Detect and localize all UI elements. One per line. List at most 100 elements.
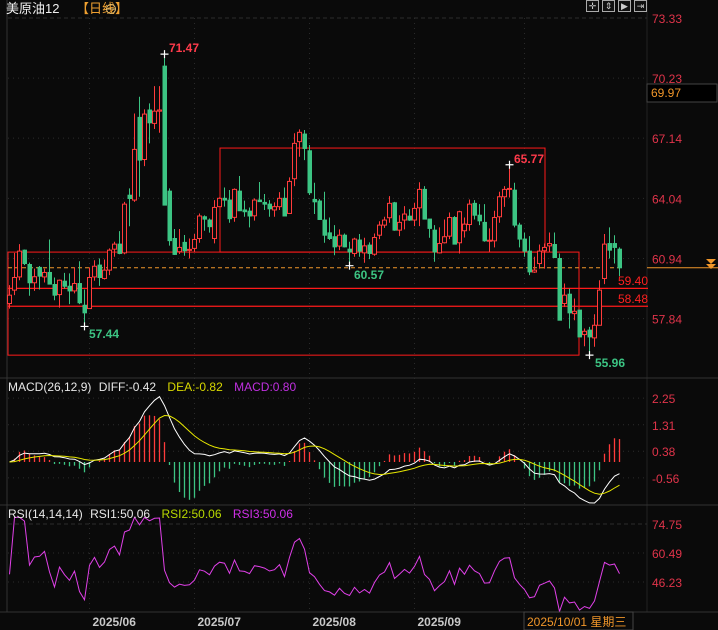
circle-minus-icon[interactable]: [106, 4, 116, 14]
candle: [267, 200, 272, 217]
candle-body: [342, 234, 347, 248]
candle-body: [602, 243, 607, 279]
candle-body: [432, 229, 437, 253]
candle-body: [167, 190, 172, 242]
candle-body: [322, 219, 327, 236]
fit-vertical-icon[interactable]: ⇕: [602, 0, 615, 12]
rsi-title: RSI(14,14,14): [8, 507, 83, 521]
candle: [442, 219, 447, 244]
low-annotation-oct: 55.96: [595, 356, 625, 370]
rsi-line: [9, 516, 620, 614]
candle: [287, 177, 292, 214]
candle-body: [312, 198, 317, 203]
candle: [37, 266, 42, 290]
candle: [237, 175, 242, 212]
line-label-a: 59.40: [618, 274, 648, 288]
cursor-price-box: [646, 83, 718, 103]
rsi3-legend: RSI3:50.06: [233, 507, 293, 521]
candle-body: [207, 219, 212, 228]
candle-body: [177, 246, 182, 253]
candle: [47, 239, 52, 285]
candle: [32, 268, 37, 291]
candle-body: [127, 194, 132, 200]
extreme-marker-icon: [80, 322, 89, 331]
candle-body: [582, 330, 587, 336]
candle-body: [227, 199, 232, 220]
candle-body: [492, 217, 497, 242]
candle-body: [112, 243, 117, 250]
candle-body: [242, 209, 247, 213]
candle-body: [527, 250, 532, 273]
candle-body: [107, 249, 112, 271]
candle-body: [357, 239, 362, 252]
candle: [42, 268, 47, 283]
candle-body: [327, 232, 332, 239]
grid: [8, 17, 647, 612]
candle: [132, 113, 137, 202]
candle-body: [87, 277, 92, 310]
candle-body: [442, 236, 447, 244]
macd-tick-label: -0.56: [652, 472, 680, 486]
candle: [262, 194, 267, 210]
candle: [92, 260, 97, 281]
scroll-to-end-icon[interactable]: ⇥: [634, 0, 647, 12]
candle: [277, 192, 282, 210]
candle-body: [7, 294, 12, 305]
candle: [147, 103, 152, 144]
candle-body: [202, 216, 207, 220]
candle-body: [262, 201, 267, 205]
candle: [207, 218, 212, 233]
candle-body: [517, 224, 522, 240]
candle-body: [172, 237, 177, 255]
candle: [312, 182, 317, 215]
candle-body: [302, 133, 307, 149]
candle-body: [317, 200, 322, 220]
candle: [352, 237, 357, 257]
play-right-icon[interactable]: ▶: [618, 0, 631, 12]
macd-panel: [9, 395, 621, 504]
candle: [447, 212, 452, 240]
low-annotation-may: 57.44: [89, 327, 119, 341]
candle-body: [22, 249, 27, 265]
candle-body: [377, 224, 382, 236]
dea-line: [9, 414, 620, 495]
candle: [162, 54, 167, 206]
candle: [457, 210, 462, 254]
rsi2-legend: RSI2:50.06: [161, 507, 221, 521]
extreme-marker-icon: [345, 261, 354, 270]
candle: [587, 326, 592, 356]
candle: [227, 189, 232, 223]
cursor-price: 69.97: [651, 86, 681, 100]
candle: [107, 248, 112, 276]
period-label[interactable]: 【日线】: [76, 1, 128, 16]
candle: [202, 215, 207, 231]
candle-body: [502, 188, 507, 198]
candle: [582, 328, 587, 347]
candle-body: [462, 223, 467, 232]
candle-body: [77, 283, 82, 304]
candle: [292, 133, 297, 187]
candle: [17, 244, 22, 281]
candle: [142, 109, 147, 167]
candle: [252, 198, 257, 221]
candle: [282, 187, 287, 217]
candle-body: [457, 211, 462, 244]
candle: [602, 234, 607, 285]
candle-body: [277, 197, 282, 208]
candle: [342, 233, 347, 248]
candle: [592, 314, 597, 347]
candle-body: [257, 199, 262, 203]
candle-body: [587, 329, 592, 338]
candle-body: [617, 248, 622, 269]
candle-body: [397, 221, 402, 231]
candle: [422, 186, 427, 220]
candle: [187, 238, 192, 259]
candle-body: [337, 234, 342, 247]
crosshair-icon[interactable]: ✛: [586, 0, 599, 12]
macd-legend: MACD(26,12,9) DIFF:-0.42 DEA:-0.82 MACD:…: [8, 380, 296, 394]
candle-body: [542, 246, 547, 252]
candle: [597, 280, 602, 326]
candle-body: [292, 142, 297, 180]
candle: [67, 273, 72, 305]
